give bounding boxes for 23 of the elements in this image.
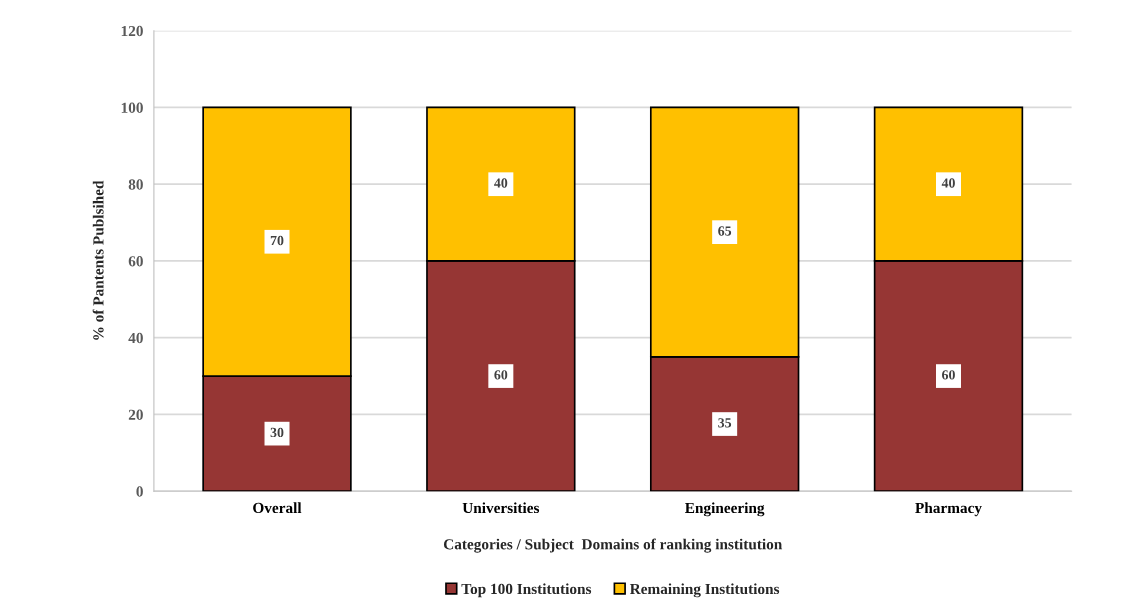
y-tick-label: 40 xyxy=(128,332,143,344)
data-label: 60 xyxy=(494,370,508,380)
y-tick-label: 80 xyxy=(128,179,143,190)
data-label: 30 xyxy=(270,427,284,438)
legend-label: Remaining Institutions xyxy=(629,583,780,598)
x-tick-label: Overall xyxy=(253,502,302,514)
data-label: 60 xyxy=(942,370,955,380)
y-tick-label: 0 xyxy=(136,486,143,497)
y-tick-label: 60 xyxy=(128,256,143,267)
data-label: 40 xyxy=(494,178,508,188)
y-tick-label: 20 xyxy=(128,409,143,420)
x-tick-label: Pharmacy xyxy=(915,502,982,517)
y-axis-title: % of Pantents Publsihed xyxy=(92,180,104,340)
x-axis-title: Categories / Subject Domains of ranking institution xyxy=(443,538,783,553)
data-label: 35 xyxy=(718,418,732,428)
y-tick-label: 120 xyxy=(121,25,143,37)
data-label: 40 xyxy=(941,178,955,188)
x-tick-label: Engineering xyxy=(685,502,765,517)
legend-label: Top 100 Institutions xyxy=(461,583,592,598)
y-tick-label: 100 xyxy=(121,102,143,113)
data-label: 65 xyxy=(718,226,732,236)
data-label: 70 xyxy=(270,235,284,246)
x-tick-label: Universities xyxy=(462,502,540,514)
